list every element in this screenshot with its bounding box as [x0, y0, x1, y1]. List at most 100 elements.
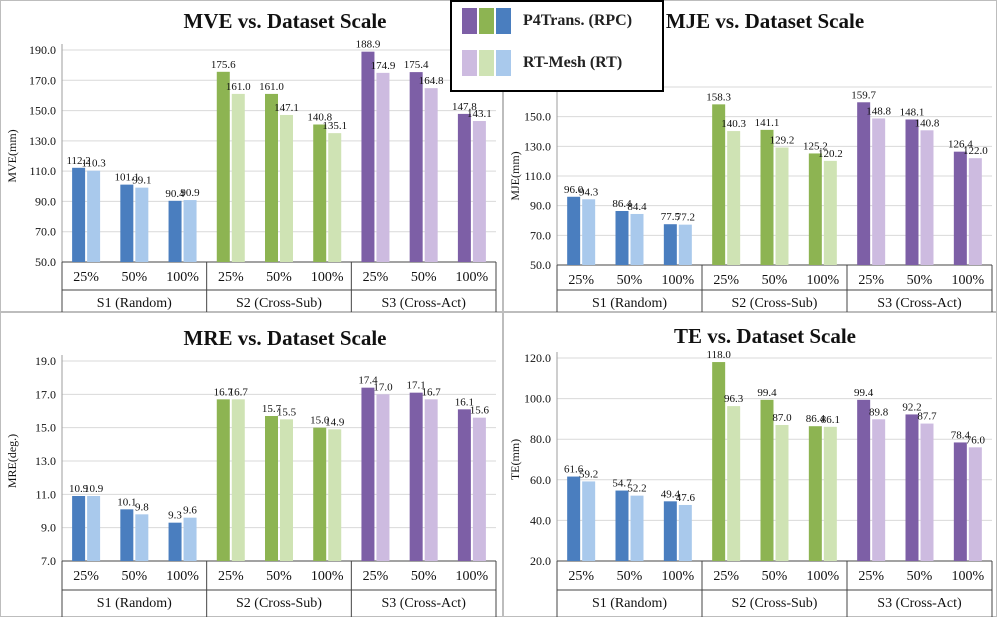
bar-p4trans: [905, 119, 919, 265]
x-tick-label: 100%: [311, 270, 344, 285]
group-label: S3 (Cross-Act): [381, 596, 466, 611]
chart-title: TE vs. Dataset Scale: [674, 324, 856, 348]
chart-title: MVE vs. Dataset Scale: [184, 9, 387, 33]
bar-p4trans: [760, 129, 774, 265]
data-label: 96.0: [564, 184, 584, 196]
data-label: 92.2: [902, 401, 921, 413]
data-label: 54.7: [612, 478, 632, 490]
y-tick-label: 80.0: [530, 432, 551, 446]
y-tick-label: 150.0: [524, 110, 551, 124]
data-label: 15.7: [262, 403, 282, 415]
data-label: 147.8: [452, 101, 477, 113]
bar-rtmesh: [135, 514, 149, 561]
data-label: 61.6: [564, 464, 584, 476]
x-tick-label: 100%: [311, 569, 344, 584]
data-label: 96.3: [724, 393, 744, 405]
bar-rtmesh: [328, 429, 342, 561]
bar-rtmesh: [87, 496, 101, 561]
data-label: 86.4: [806, 413, 826, 425]
bar-p4trans: [72, 167, 86, 262]
data-label: 148.8: [866, 105, 891, 117]
data-label: 87.0: [772, 412, 792, 424]
y-tick-label: 20.0: [530, 554, 551, 568]
legend: P4Trans. (RPC) RT-Mesh (RT): [450, 0, 664, 92]
data-label: 118.0: [706, 349, 731, 361]
data-label: 125.2: [803, 140, 828, 152]
x-tick-label: 50%: [617, 273, 643, 288]
legend-swatch-p4trans-s2: [479, 8, 494, 34]
x-tick-label: 25%: [858, 569, 884, 584]
bar-rtmesh: [582, 199, 596, 265]
bar-rtmesh: [968, 158, 982, 265]
x-tick-label: 25%: [568, 569, 594, 584]
data-label: 129.2: [770, 135, 795, 147]
bar-rtmesh: [727, 406, 741, 561]
x-tick-label: 25%: [568, 273, 594, 288]
data-label: 77.5: [661, 211, 681, 223]
bar-p4trans: [615, 490, 629, 561]
group-label: S3 (Cross-Act): [877, 296, 962, 311]
data-label: 47.6: [676, 492, 696, 504]
x-tick-label: 50%: [907, 569, 933, 584]
group-label: S3 (Cross-Act): [381, 296, 466, 311]
bar-p4trans: [168, 522, 182, 561]
bar-rtmesh: [472, 417, 486, 561]
bar-rtmesh: [872, 118, 886, 266]
data-label: 90.4: [165, 188, 185, 200]
x-tick-label: 25%: [73, 569, 99, 584]
data-label: 15.5: [277, 406, 297, 418]
bar-rtmesh: [582, 481, 596, 561]
bar-rtmesh: [231, 399, 245, 561]
panel-border: [0, 0, 503, 312]
x-tick-label: 100%: [166, 270, 199, 285]
x-tick-label: 50%: [617, 569, 643, 584]
data-label: 84.4: [627, 201, 647, 213]
bar-rtmesh: [328, 133, 342, 262]
legend-entry-p4trans: P4Trans. (RPC): [462, 8, 632, 34]
y-tick-label: 17.0: [35, 387, 56, 401]
y-axis-label: MJE(mm): [508, 151, 522, 200]
y-tick-label: 150.0: [29, 104, 56, 118]
y-tick-label: 50.0: [35, 255, 56, 269]
bar-p4trans: [808, 153, 822, 265]
group-label: S1 (Random): [97, 296, 172, 311]
bar-p4trans: [663, 224, 677, 265]
data-label: 16.1: [455, 396, 474, 408]
bar-p4trans: [72, 496, 86, 561]
bar-p4trans: [857, 102, 871, 265]
data-label: 99.1: [132, 175, 151, 187]
bar-rtmesh: [231, 93, 245, 263]
bar-p4trans: [361, 51, 375, 263]
x-tick-label: 25%: [73, 270, 99, 285]
group-label: S1 (Random): [97, 596, 172, 611]
data-label: 77.2: [676, 212, 695, 224]
data-label: 59.2: [579, 468, 598, 480]
data-label: 86.1: [821, 414, 840, 426]
y-axis-label: MVE(mm): [5, 129, 19, 182]
bar-p4trans: [265, 93, 278, 263]
data-label: 86.4: [612, 198, 632, 210]
bar-p4trans: [663, 501, 677, 561]
data-label: 164.8: [419, 75, 444, 87]
data-label: 9.6: [183, 505, 197, 517]
data-label: 112.2: [66, 155, 90, 167]
data-label: 17.1: [407, 380, 426, 392]
x-tick-label: 25%: [713, 569, 739, 584]
x-tick-label: 50%: [266, 569, 292, 584]
y-tick-label: 100.0: [524, 392, 551, 406]
bar-rtmesh: [920, 423, 934, 561]
x-tick-label: 50%: [266, 270, 292, 285]
x-tick-label: 25%: [713, 273, 739, 288]
data-label: 140.8: [307, 112, 332, 124]
x-tick-label: 50%: [762, 569, 788, 584]
bar-p4trans: [457, 409, 471, 561]
bar-p4trans: [120, 184, 134, 262]
group-label: S2 (Cross-Sub): [732, 296, 818, 311]
bar-rtmesh: [775, 147, 789, 265]
bar-p4trans: [361, 387, 375, 561]
y-tick-label: 190.0: [29, 43, 56, 57]
data-label: 15.0: [310, 415, 330, 427]
data-label: 175.6: [211, 59, 236, 71]
bar-rtmesh: [630, 495, 644, 561]
